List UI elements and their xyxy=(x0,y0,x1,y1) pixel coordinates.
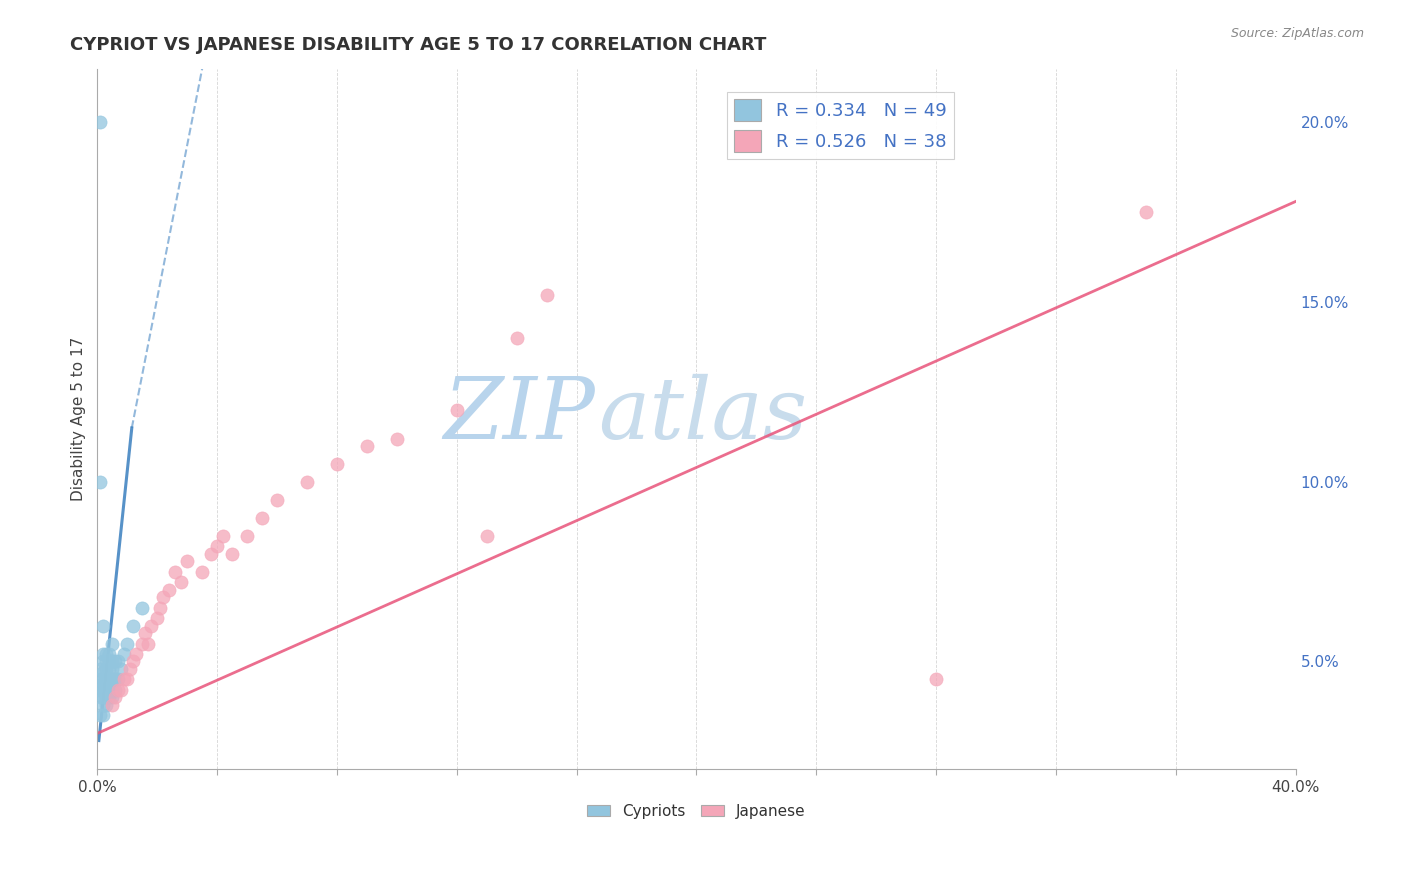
Y-axis label: Disability Age 5 to 17: Disability Age 5 to 17 xyxy=(72,337,86,501)
Point xyxy=(93,708,115,723)
Point xyxy=(89,475,111,489)
Point xyxy=(101,655,124,669)
Point xyxy=(236,529,259,543)
Point xyxy=(141,618,163,632)
Point xyxy=(96,648,118,662)
Point xyxy=(101,662,124,676)
Point xyxy=(122,655,145,669)
Point xyxy=(122,618,145,632)
Point xyxy=(93,698,115,712)
Point xyxy=(104,673,127,687)
Point xyxy=(96,683,118,698)
Point xyxy=(98,648,121,662)
Point xyxy=(93,676,115,690)
Point xyxy=(96,673,118,687)
Point xyxy=(101,673,124,687)
Point xyxy=(101,683,124,698)
Point xyxy=(104,655,127,669)
Point xyxy=(205,540,228,554)
Point xyxy=(125,648,148,662)
Point xyxy=(266,492,288,507)
Point xyxy=(89,673,111,687)
Point xyxy=(93,618,115,632)
Point xyxy=(295,475,318,489)
Point xyxy=(117,636,139,650)
Point xyxy=(110,662,132,676)
Point xyxy=(170,575,193,590)
Point xyxy=(101,690,124,705)
Point xyxy=(101,698,124,712)
Point xyxy=(98,680,121,694)
Point xyxy=(131,600,153,615)
Point xyxy=(110,683,132,698)
Point xyxy=(96,655,118,669)
Point xyxy=(385,432,408,446)
Point xyxy=(134,625,156,640)
Point xyxy=(98,655,121,669)
Point xyxy=(93,683,115,698)
Point xyxy=(107,673,129,687)
Point xyxy=(112,648,135,662)
Point xyxy=(250,510,273,524)
Point xyxy=(536,288,558,302)
Point xyxy=(475,529,498,543)
Point xyxy=(89,683,111,698)
Point xyxy=(149,600,172,615)
Point xyxy=(146,611,169,625)
Point xyxy=(98,683,121,698)
Point xyxy=(191,565,214,579)
Point xyxy=(176,554,198,568)
Point xyxy=(120,662,142,676)
Point xyxy=(89,662,111,676)
Point xyxy=(93,690,115,705)
Point xyxy=(93,673,115,687)
Point xyxy=(212,529,235,543)
Point xyxy=(104,690,127,705)
Text: CYPRIOT VS JAPANESE DISABILITY AGE 5 TO 17 CORRELATION CHART: CYPRIOT VS JAPANESE DISABILITY AGE 5 TO … xyxy=(70,36,766,54)
Point xyxy=(107,683,129,698)
Legend: Cypriots, Japanese: Cypriots, Japanese xyxy=(581,797,811,825)
Point xyxy=(356,439,378,453)
Text: atlas: atlas xyxy=(598,374,807,457)
Point xyxy=(925,673,948,687)
Point xyxy=(101,636,124,650)
Point xyxy=(446,403,468,417)
Point xyxy=(96,690,118,705)
Point xyxy=(131,636,153,650)
Point xyxy=(98,690,121,705)
Point xyxy=(112,673,135,687)
Text: Source: ZipAtlas.com: Source: ZipAtlas.com xyxy=(1230,27,1364,40)
Point xyxy=(157,582,180,597)
Point xyxy=(89,690,111,705)
Text: ZIP: ZIP xyxy=(443,374,595,457)
Point xyxy=(89,115,111,129)
Point xyxy=(107,655,129,669)
Point xyxy=(200,547,222,561)
Point xyxy=(221,547,243,561)
Point xyxy=(104,683,127,698)
Point xyxy=(96,698,118,712)
Point xyxy=(165,565,187,579)
Point xyxy=(96,662,118,676)
Point xyxy=(93,665,115,680)
Point xyxy=(136,636,159,650)
Point xyxy=(98,673,121,687)
Point xyxy=(89,708,111,723)
Point xyxy=(326,457,349,471)
Point xyxy=(1135,205,1157,219)
Point xyxy=(506,331,529,345)
Point xyxy=(93,655,115,669)
Point xyxy=(93,648,115,662)
Point xyxy=(152,590,174,604)
Point xyxy=(96,680,118,694)
Point xyxy=(98,662,121,676)
Point xyxy=(117,673,139,687)
Point xyxy=(93,680,115,694)
